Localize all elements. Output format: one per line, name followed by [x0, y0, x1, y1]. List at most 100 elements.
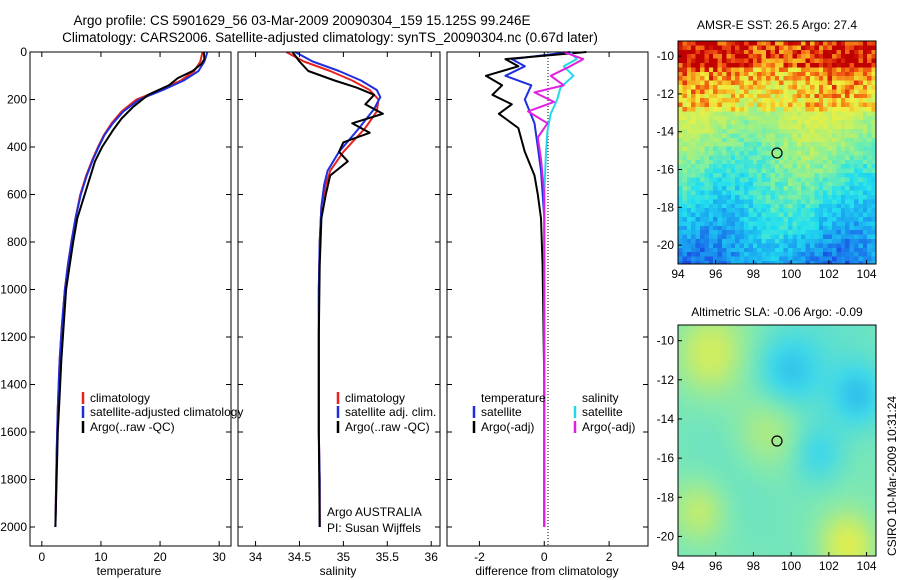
y-tick-label: -12 [657, 87, 675, 101]
heatmap-cell [717, 129, 723, 134]
heatmap-cell [717, 338, 722, 342]
heatmap-cell [678, 155, 683, 161]
heatmap-cell [760, 433, 765, 438]
heatmap-cell [827, 208, 833, 213]
heatmap-cell [793, 348, 798, 352]
heatmap-cell [800, 391, 804, 395]
heatmap-cell [827, 181, 833, 187]
heatmap-cell [727, 433, 732, 438]
heatmap-cell [726, 252, 732, 257]
heatmap-cell [686, 155, 692, 161]
heatmap-cell [792, 181, 798, 187]
heatmap-cell [836, 164, 842, 169]
heatmap-cell [713, 186, 718, 191]
heatmap-cell [777, 354, 781, 359]
heatmap-cell [846, 410, 850, 415]
heatmap-cell [678, 358, 682, 362]
heatmap-cell [700, 256, 705, 262]
heatmap-cell [770, 247, 776, 253]
heatmap-cell [757, 374, 761, 379]
heatmap-cell [866, 381, 870, 385]
heatmap-cell [717, 71, 723, 77]
heatmap-cell [829, 433, 834, 438]
heatmap-cell [687, 364, 692, 369]
heatmap-cell [757, 400, 761, 405]
heatmap-cell [843, 384, 847, 388]
heatmap-cell [818, 190, 824, 196]
heatmap-cell [700, 80, 705, 86]
heatmap-cell [726, 239, 732, 244]
heatmap-cell [814, 41, 820, 46]
heatmap-cell [726, 85, 732, 90]
heatmap-cell [836, 450, 840, 454]
heatmap-cell [739, 124, 745, 130]
heatmap-cell [862, 440, 867, 445]
heatmap-cell [695, 221, 701, 227]
heatmap-cell [717, 331, 722, 336]
heatmap-cell [832, 177, 837, 183]
heatmap-cell [713, 102, 718, 108]
heatmap-cell [691, 58, 696, 64]
heatmap-cell [856, 407, 860, 412]
heatmap-cell [770, 221, 776, 227]
heatmap-cell [777, 344, 781, 349]
heatmap-cell [823, 420, 827, 425]
heatmap-cell [726, 181, 732, 187]
heatmap-cell [700, 173, 705, 178]
heatmap-cell [744, 387, 748, 392]
heatmap-cell [681, 424, 685, 428]
heatmap-cell [713, 107, 718, 112]
heatmap-cell [827, 243, 833, 249]
heatmap-cell [810, 199, 815, 205]
heatmap-cell [691, 437, 695, 441]
heatmap-cell [779, 181, 784, 187]
heatmap-cell [717, 460, 722, 464]
heatmap-cell [753, 391, 758, 395]
heatmap-cell [826, 328, 831, 332]
heatmap-cell [773, 391, 778, 395]
heatmap-cell [803, 430, 807, 435]
heatmap-cell [823, 247, 828, 253]
heatmap-cell [730, 256, 736, 262]
heatmap-cell [760, 394, 765, 398]
heatmap-cell [871, 151, 877, 156]
heatmap-cell [724, 344, 728, 349]
heatmap-cell [711, 377, 715, 382]
heatmap-cell [714, 384, 718, 388]
heatmap-cell [806, 341, 811, 346]
heatmap-cell [852, 414, 857, 418]
heatmap-cell [826, 410, 831, 415]
heatmap-cell [827, 151, 833, 156]
heatmap-cell [779, 67, 784, 73]
heatmap-cell [823, 397, 827, 402]
heatmap-cell [871, 173, 877, 178]
heatmap-cell [836, 252, 842, 257]
heatmap-cell [695, 58, 701, 64]
heatmap-cell [752, 181, 758, 187]
heatmap-cell [814, 243, 820, 249]
heatmap-cell [793, 424, 798, 428]
heatmap-cell [849, 331, 854, 336]
heatmap-cell [684, 351, 689, 355]
heatmap-cell [796, 410, 801, 415]
heatmap-cell [752, 151, 758, 156]
heatmap-cell [681, 430, 685, 435]
heatmap-cell [739, 221, 745, 227]
heatmap-cell [836, 186, 842, 191]
heatmap-cell [803, 397, 807, 402]
heatmap-cell [686, 115, 692, 121]
heatmap-cell [836, 93, 842, 99]
heatmap-cell [810, 208, 815, 213]
heatmap-cell [767, 420, 771, 425]
heatmap-cell [717, 221, 723, 227]
heatmap-cell [744, 195, 749, 200]
heatmap-cell [849, 225, 855, 231]
heatmap-cell [774, 217, 780, 222]
heatmap-cell [717, 230, 723, 235]
heatmap-cell [849, 450, 854, 454]
heatmap-cell [805, 98, 811, 103]
heatmap-cell [708, 124, 714, 130]
heatmap-cell [779, 173, 784, 178]
heatmap-cell [783, 41, 789, 46]
heatmap-cell [730, 221, 736, 227]
